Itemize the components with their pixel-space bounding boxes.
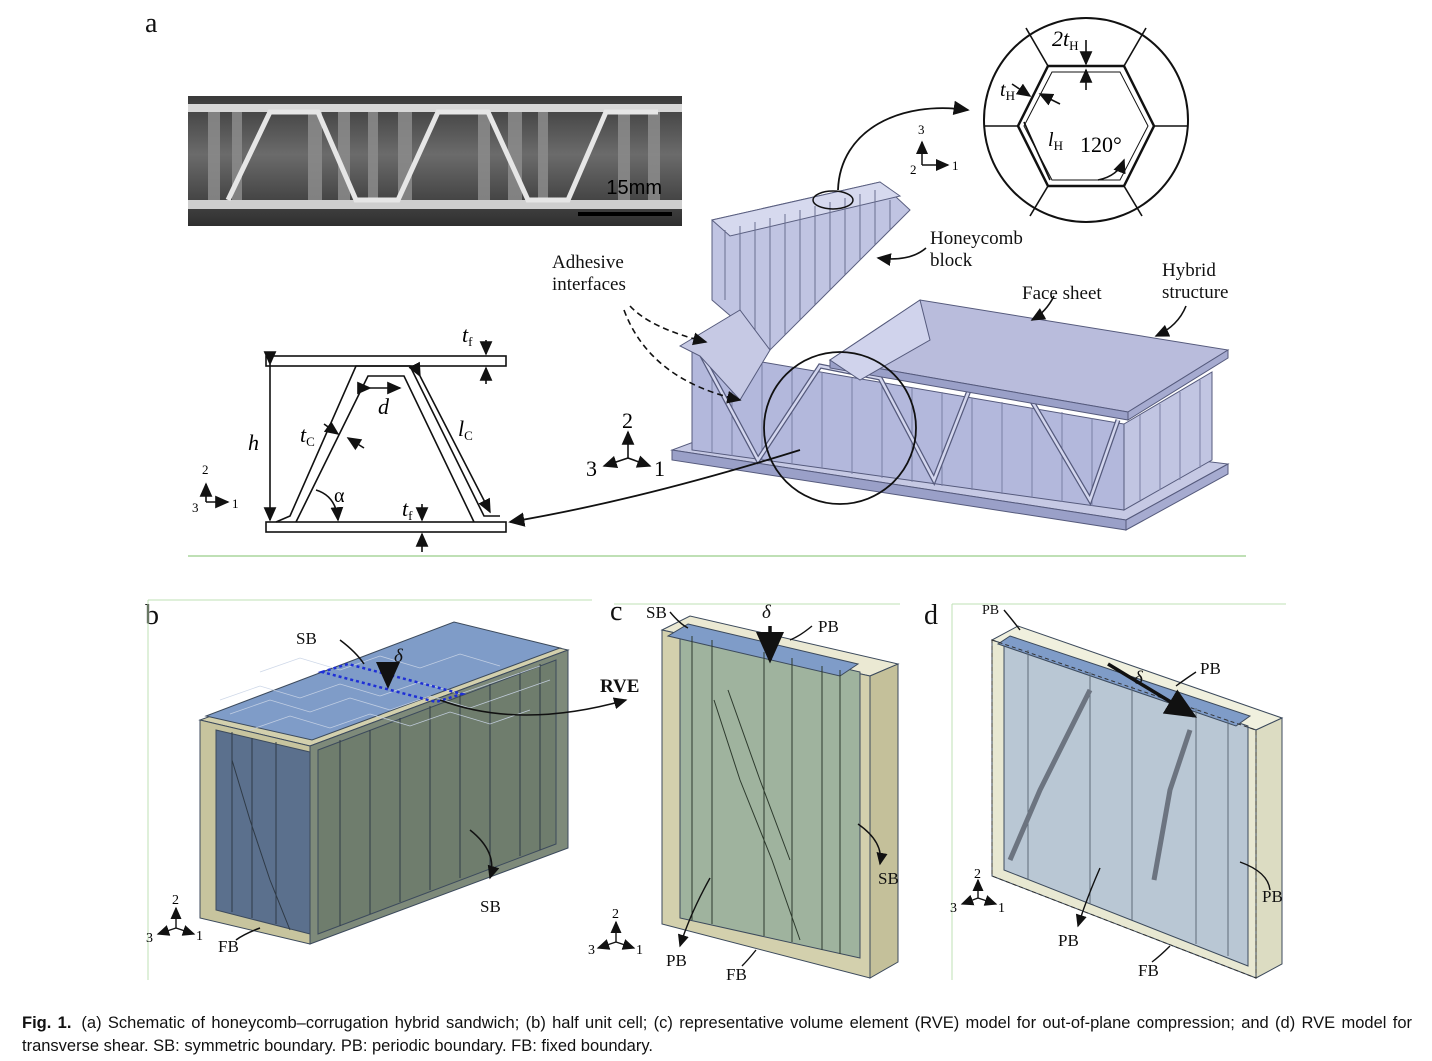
c-pb-label: PB (666, 951, 687, 970)
axis-1-label: 1 (952, 158, 959, 173)
arrow-to-schematic (508, 449, 801, 527)
c-pb-top-label: PB (818, 617, 839, 636)
schematic-alpha: α (334, 485, 345, 507)
b-sb-top-label: SB (296, 629, 317, 648)
axis-2-label: 2 (202, 462, 209, 477)
honeycomb-block (710, 181, 911, 351)
arrow-fb-d (1151, 945, 1171, 963)
hex-label-th: tH (1000, 79, 1015, 103)
schematic-tf-bottom: tf (402, 496, 413, 523)
scale-bar (578, 212, 672, 216)
arrow-fb-c (741, 949, 757, 967)
d-fb-label: FB (1138, 961, 1159, 980)
axis-2-label: 2 (612, 907, 619, 922)
arrow-pb-top-d (1175, 671, 1197, 687)
caption-text: (a) Schematic of honeycomb–corrugation h… (22, 1014, 1413, 1055)
panel-label-d: d (924, 600, 938, 631)
axes-structure (602, 430, 652, 469)
specimen-photo: 15mm (188, 96, 682, 226)
arrow-to-hex (837, 100, 970, 191)
axes-c (596, 920, 636, 950)
arrow-pb-top-left-d (1003, 609, 1021, 631)
arrow-sb-c (669, 611, 689, 629)
schematic-2d (199, 340, 507, 552)
specimen-photo-drawing (188, 104, 682, 209)
d-pb-top-left-label: PB (982, 603, 1000, 618)
figure-drawing: 2tH tH lH 120° 3 2 1 (146, 17, 1286, 980)
c-delta-label: δ (762, 602, 771, 623)
arrow-sb-b (339, 639, 365, 665)
axis-1-label: 1 (232, 496, 239, 511)
schematic-d: d (378, 394, 390, 419)
axis-1-label: 1 (636, 943, 643, 958)
axis-3-label: 3 (146, 931, 153, 946)
d-pb-front-label: PB (1058, 931, 1079, 950)
axis-1-label: 1 (654, 456, 665, 481)
axis-3-label: 3 (192, 500, 199, 515)
schematic-lc: lC (458, 416, 473, 443)
schematic-tc: tC (300, 422, 315, 449)
scale-bar-label: 15mm (606, 177, 662, 199)
axis-3-label: 3 (918, 122, 925, 137)
axis-3-label: 3 (950, 901, 957, 916)
axes-b (156, 906, 196, 936)
hex-label-lh: lH (1048, 129, 1063, 153)
axes-hex (916, 140, 950, 171)
model-half-unit-cell (198, 621, 570, 945)
schematic-h: h (248, 430, 259, 455)
d-pb-side-label: PB (1262, 887, 1283, 906)
arrow-honeycomb (876, 247, 927, 266)
figure: a b c d 15mm (145, 8, 1286, 984)
hex-label-2th: 2tH (1052, 26, 1079, 53)
arrow-face-sheet (1030, 295, 1055, 321)
axes-d (960, 878, 998, 906)
arrow-adhesive-2 (623, 309, 742, 404)
arrow-pb-side-d (1239, 861, 1271, 891)
arrow-adhesive-1 (629, 305, 708, 346)
d-delta-label: δ (1134, 668, 1143, 689)
axis-2-label: 2 (910, 162, 917, 177)
c-fb-label: FB (726, 965, 747, 984)
honeycomb-block-label: Honeycomb block (930, 228, 1023, 271)
hybrid-structure (670, 299, 1230, 531)
axis-2-label: 2 (974, 867, 981, 882)
model-rve-shear (990, 625, 1284, 979)
caption-label: Fig. 1. (22, 1014, 72, 1032)
adhesive-interfaces-label: Adhesive interfaces (552, 252, 626, 295)
b-fb-label: FB (218, 937, 239, 956)
b-sb-side-label: SB (480, 897, 501, 916)
axis-1-label: 1 (998, 901, 1005, 916)
c-sb-label: SB (646, 603, 667, 622)
figure-caption: Fig. 1. (a) Schematic of honeycomb–corrug… (22, 1012, 1412, 1058)
panel-label-a: a (145, 8, 158, 39)
arrow-pb-front-d (1075, 867, 1101, 928)
axis-3-label: 3 (588, 943, 595, 958)
axis-2-label: 2 (622, 408, 633, 433)
schematic-tf-top: tf (462, 322, 473, 349)
hybrid-structure-label: Hybrid structure (1162, 260, 1229, 303)
hex-angle-label: 120° (1080, 132, 1122, 157)
arrow-pb-c (789, 625, 813, 641)
arrow-sb-side-c (857, 823, 888, 866)
face-sheet-label: Face sheet (1022, 283, 1102, 304)
arrow-sb-side-b (469, 829, 500, 880)
arrow-hybrid (1154, 305, 1187, 337)
d-pb-top-label: PB (1200, 659, 1221, 678)
c-sb-side-label: SB (878, 869, 899, 888)
model-rve-compression (660, 615, 900, 979)
delta-arrow-d (1107, 662, 1197, 718)
axis-1-label: 1 (196, 929, 203, 944)
b-delta-label: δ (394, 646, 403, 667)
arrow-fb-b (235, 927, 261, 941)
hexagon-detail (983, 17, 1189, 223)
b-rve-label: RVE (600, 676, 640, 697)
axis-3-label: 3 (586, 456, 597, 481)
arrow-pb-side-c (677, 877, 711, 948)
arrow-rve (439, 697, 628, 716)
axis-2-label: 2 (172, 893, 179, 908)
